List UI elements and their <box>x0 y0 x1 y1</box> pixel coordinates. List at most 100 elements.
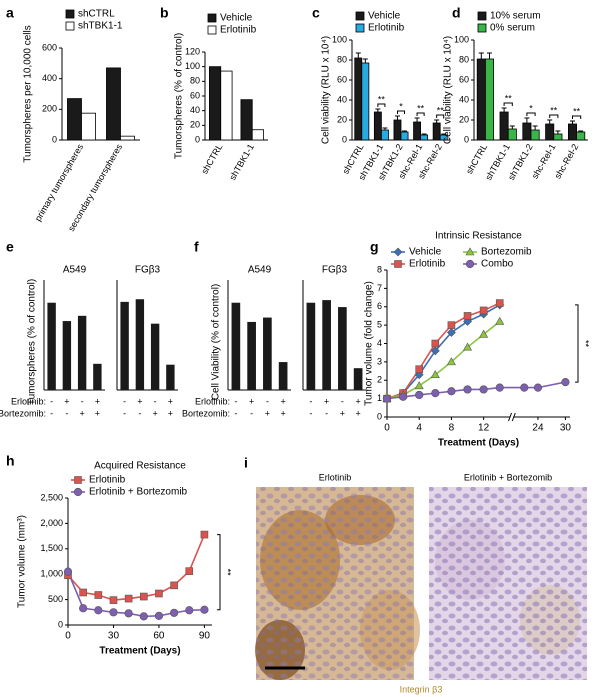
significance-bracket <box>217 534 221 611</box>
condition-sign: - <box>250 408 253 418</box>
bar <box>354 57 363 141</box>
nuclei <box>256 487 414 680</box>
significance-bracket <box>575 304 579 383</box>
legend-label: 0% serum <box>490 23 535 34</box>
panel-label: f <box>194 239 199 255</box>
bar <box>553 133 563 141</box>
marker <box>399 392 408 401</box>
error-bar <box>402 130 408 132</box>
y-tick-label: 2,500 <box>40 492 63 502</box>
condition-sign: + <box>280 408 285 418</box>
x-tick-label: 0 <box>384 423 390 434</box>
error-bar <box>569 120 575 124</box>
x-tick-label: shTBK1-1 <box>227 142 256 182</box>
y-tick-label: 80 <box>459 54 469 64</box>
legend-swatch <box>355 23 365 33</box>
bar <box>338 307 347 390</box>
condition-sign: - <box>234 408 237 418</box>
error-bar <box>362 58 368 63</box>
marker <box>446 328 456 337</box>
marker <box>430 346 440 356</box>
bar <box>135 299 145 390</box>
legend-marker <box>465 247 475 256</box>
marker <box>94 591 103 599</box>
condition-sign: - <box>309 396 312 406</box>
significance-bracket <box>526 112 536 116</box>
chart-title: Intrinsic Resistance <box>435 231 522 242</box>
stain-label: Integrin β3 <box>400 684 443 694</box>
line <box>67 571 205 618</box>
condition-sign: + <box>280 396 285 406</box>
panel-title: FGβ3 <box>135 265 161 276</box>
bar <box>247 321 256 390</box>
condition-sign: + <box>355 408 360 418</box>
y-tick-label: 2 <box>377 375 382 385</box>
y-tick-label: 4 <box>377 338 382 348</box>
bar <box>373 111 382 141</box>
error-bar <box>394 115 400 120</box>
y-axis-label: Cell viability (RLU x 10⁴) <box>321 36 332 144</box>
legend-swatch <box>477 11 487 21</box>
error-bar <box>375 108 381 112</box>
error-bar <box>414 117 420 122</box>
condition-sign: + <box>95 408 100 418</box>
panel-i: i Erlotinib Erlotinib + Bortezomib Integ… <box>244 455 587 694</box>
marker <box>495 316 505 325</box>
legend-swatch <box>355 11 365 21</box>
marker <box>479 385 488 394</box>
error-bar <box>501 107 507 112</box>
x-axis-label: Treatment (Days) <box>99 646 180 657</box>
y-tick-label: 0 <box>377 411 382 421</box>
marker <box>520 383 529 392</box>
marker <box>463 312 472 320</box>
bar <box>522 122 532 141</box>
significance-label: ** <box>378 94 386 104</box>
y-tick-label: 2,000 <box>40 518 63 528</box>
bar <box>166 364 175 390</box>
y-tick-label: 0 <box>58 619 63 629</box>
y-tick-label: 500 <box>48 594 63 604</box>
significance-label: * <box>529 103 533 113</box>
condition-sign: + <box>168 396 173 406</box>
significance-bracket <box>377 103 386 107</box>
legend-label: Combo <box>481 259 514 270</box>
marker <box>109 608 118 617</box>
significance-bracket <box>571 115 582 119</box>
y-tick-label: 0 <box>464 134 469 144</box>
significance-bracket <box>396 110 406 114</box>
significance-bracket <box>549 114 559 118</box>
legend-marker <box>393 247 403 257</box>
marker <box>431 389 440 398</box>
legend-label: Vehicle <box>220 13 253 24</box>
error-bar <box>524 117 530 123</box>
bar <box>484 58 495 141</box>
y-tick-label: 80 <box>337 54 347 64</box>
condition-sign: - <box>266 396 269 406</box>
x-axis-label: Treatment (Days) <box>438 438 519 449</box>
significance-label: ** <box>223 569 233 577</box>
condition-sign: + <box>324 396 329 406</box>
legend-swatch <box>65 9 75 19</box>
marker <box>414 381 424 390</box>
legend-label: Erlotinib + Bortezomib <box>89 487 188 498</box>
marker <box>431 339 440 348</box>
condition-sign: - <box>234 396 237 406</box>
bar <box>545 123 555 141</box>
panel-label: b <box>160 5 169 21</box>
bar <box>507 128 517 141</box>
bar <box>251 129 264 141</box>
bar <box>322 300 331 390</box>
bar <box>380 129 389 141</box>
condition-sign: - <box>81 396 84 406</box>
error-bar <box>487 52 493 59</box>
x-tick-label: 8 <box>449 423 455 434</box>
marker <box>200 605 209 614</box>
bar <box>106 67 121 141</box>
panel-label: e <box>6 239 14 255</box>
bar <box>413 121 422 141</box>
bar <box>209 66 222 141</box>
y-tick-label: 20 <box>337 114 347 124</box>
bar <box>306 302 316 390</box>
y-tick-label: 100 <box>454 34 469 44</box>
image-title: Erlotinib <box>319 472 352 482</box>
